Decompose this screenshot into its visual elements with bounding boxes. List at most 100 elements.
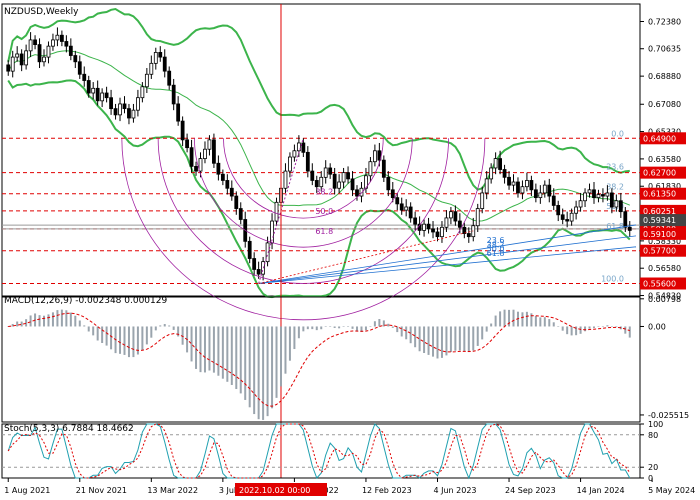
- candle-body: [337, 181, 342, 189]
- macd-histogram-bar: [262, 326, 265, 420]
- candle-body: [614, 200, 619, 208]
- candle-body: [77, 61, 82, 75]
- macd-histogram-bar: [624, 326, 627, 334]
- x-tick-label: 24 Sep 2023: [505, 486, 556, 495]
- macd-y-tick-label: 0.00: [648, 322, 666, 331]
- macd-histogram-bar: [476, 326, 479, 346]
- fibo-arc: [194, 138, 413, 248]
- candle-body: [198, 158, 203, 172]
- candle-body: [484, 178, 489, 194]
- macd-histogram-bar: [387, 323, 390, 327]
- macd-histogram-bar: [414, 326, 417, 348]
- candle-body: [435, 231, 440, 238]
- macd-histogram-bar: [96, 326, 99, 341]
- candle-body: [538, 192, 543, 199]
- macd-histogram-bar: [212, 326, 215, 373]
- macd-histogram-bar: [16, 321, 19, 327]
- candle-body: [395, 197, 400, 205]
- candle-body: [176, 103, 181, 122]
- macd-histogram-bar: [47, 314, 50, 327]
- macd-histogram-bar: [311, 326, 314, 330]
- candle-body: [449, 211, 453, 219]
- candle-body: [189, 147, 194, 167]
- macd-histogram-bar: [87, 326, 90, 332]
- macd-signal-line: [8, 312, 630, 407]
- price-level-tag-label: 0.64900: [643, 134, 676, 143]
- macd-histogram-bar: [119, 326, 122, 354]
- fibo-fan-label: 50.0: [487, 245, 505, 254]
- macd-histogram-bar: [230, 326, 233, 385]
- fibo-level-label: 61.8: [606, 222, 624, 231]
- fibo-fan-label: 61.8: [487, 249, 505, 258]
- candle-body: [426, 223, 431, 230]
- candle-body: [372, 150, 377, 163]
- candle-body: [533, 189, 538, 199]
- candle-body: [288, 156, 292, 172]
- candle-body: [194, 165, 198, 172]
- candle-body: [381, 159, 386, 178]
- candle-body: [386, 176, 391, 191]
- candle-body: [82, 73, 87, 81]
- macd-histogram-bar: [69, 312, 72, 327]
- candle-body: [507, 176, 511, 186]
- price-panel[interactable]: 0.72380 0.70635 0.68880 0.67080 0.65330 0.635…: [1, 3, 686, 478]
- candle-body: [453, 211, 458, 222]
- macd-histogram-bar: [163, 324, 166, 327]
- macd-histogram-bar: [432, 326, 435, 357]
- stoch-panel-frame: [1, 423, 641, 479]
- candle-body: [542, 184, 547, 194]
- candle-body: [377, 150, 382, 161]
- candle-body: [556, 205, 561, 216]
- macd-histogram-bar: [266, 326, 269, 417]
- macd-histogram-bar: [302, 326, 305, 332]
- macd-histogram-bar: [190, 326, 193, 362]
- stoch-y-tick-label: 0: [648, 474, 653, 483]
- macd-histogram-bar: [610, 326, 613, 327]
- stochastic-panel[interactable]: 100 80 20 0: [1, 420, 663, 483]
- x-tick-label: 2022: [318, 486, 338, 495]
- macd-histogram-bar: [557, 326, 560, 327]
- candle-body: [332, 173, 337, 189]
- candle-body: [140, 86, 145, 99]
- candle-body: [216, 162, 221, 175]
- candle-body: [574, 206, 579, 214]
- macd-histogram-bar: [445, 326, 448, 356]
- macd-histogram-bar: [239, 326, 242, 394]
- price-level-tag: [640, 132, 686, 145]
- macd-histogram-bar: [356, 326, 359, 332]
- candle-body: [104, 92, 109, 99]
- candle-body: [493, 158, 498, 169]
- candle-body: [234, 195, 239, 209]
- macd-histogram-bar: [342, 326, 345, 327]
- macd-histogram-bar: [396, 326, 399, 333]
- macd-panel-frame: [1, 296, 641, 423]
- candle-body: [323, 167, 328, 178]
- candle-body: [560, 214, 565, 220]
- current-price-tag-label: 0.59341: [643, 216, 676, 225]
- candle-body: [220, 173, 225, 181]
- current-price-tag: [640, 214, 686, 227]
- macd-histogram-bar: [329, 326, 332, 327]
- candle-body: [51, 39, 55, 47]
- candle-body: [480, 192, 485, 209]
- fibo-arc-label: 61.8: [315, 227, 333, 236]
- candle-body: [283, 170, 288, 189]
- candle-body: [153, 52, 158, 64]
- macd-histogram-bar: [628, 326, 631, 338]
- macd-histogram-bar: [584, 326, 587, 332]
- candle-body: [118, 103, 122, 116]
- candle-body: [127, 108, 131, 119]
- macd-histogram-bar: [539, 317, 542, 327]
- price-level-tag: [640, 187, 686, 200]
- macd-histogram-bar: [199, 326, 202, 373]
- candle-body: [413, 217, 418, 225]
- fibo-trend-line: [258, 138, 304, 284]
- macd-histogram-bar: [548, 319, 551, 327]
- candle-body: [520, 186, 525, 194]
- candle-body: [28, 39, 33, 52]
- macd-panel[interactable]: 0.00798 0.00 -0.025515: [1, 295, 689, 423]
- macd-histogram-bar: [508, 309, 511, 327]
- macd-histogram-bar: [279, 326, 282, 387]
- candle-body: [368, 161, 373, 177]
